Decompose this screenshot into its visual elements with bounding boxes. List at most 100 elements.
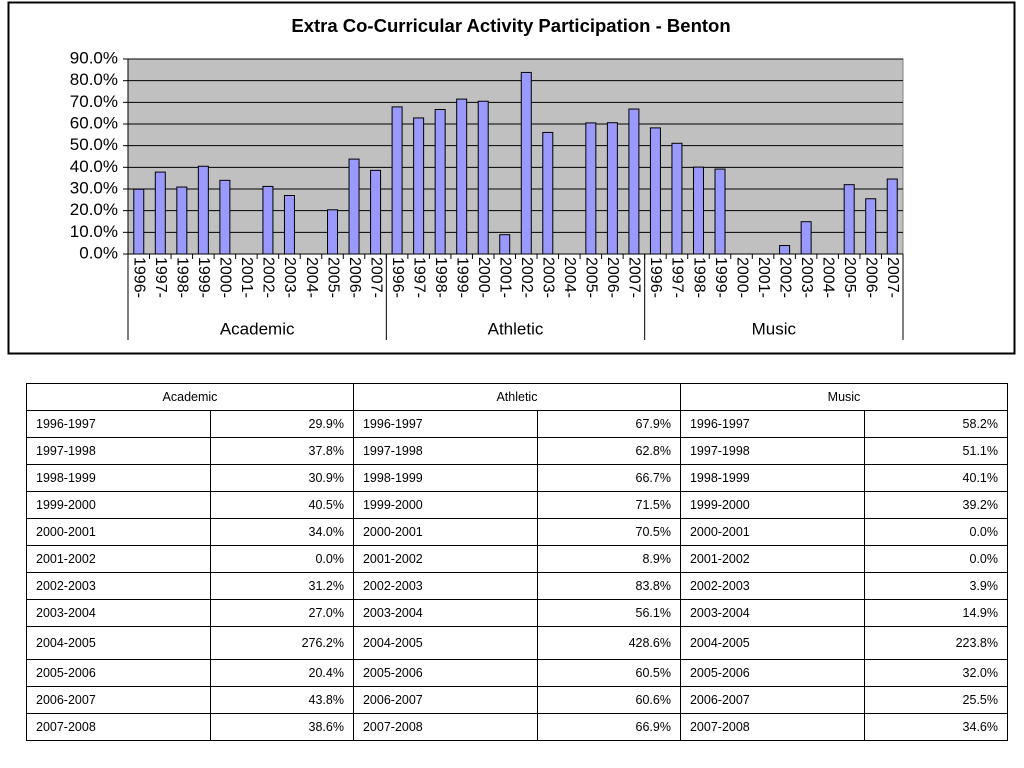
- table-cell: 276.2%: [209, 626, 354, 660]
- x-tick-label: 2003-: [798, 257, 815, 298]
- x-tick-label: 1997-: [410, 257, 427, 298]
- x-tick-label: 2004-: [819, 257, 836, 298]
- table-row: 2004-2005 276.2% 2004-2005 428.6% 2004-2005 2…: [26, 626, 1009, 660]
- table-cell: 2001-2002: [679, 545, 865, 573]
- table-cell: 2007-2008: [26, 713, 211, 741]
- y-tick-label: 10.0%: [70, 222, 118, 241]
- header-row: Academic Athletic Music: [26, 383, 1009, 411]
- table-cell: 2001-2002: [26, 545, 211, 573]
- table-row: 2000-2001 34.0% 2000-2001 70.5% 2000-2001 0.0…: [26, 518, 1009, 546]
- table-cell: 67.9%: [536, 410, 681, 438]
- table-cell: 2000-2001: [26, 518, 211, 546]
- table-cell: 34.0%: [209, 518, 354, 546]
- bar: [692, 166, 704, 255]
- table-cell: 39.2%: [863, 491, 1009, 519]
- table-cell: 34.6%: [863, 713, 1009, 741]
- table-cell: 2004-2005: [352, 626, 538, 660]
- table-cell: 70.5%: [536, 518, 681, 546]
- bar: [370, 169, 382, 255]
- table-cell: 2005-2006: [26, 659, 211, 687]
- table-cell: 1997-1998: [679, 437, 865, 465]
- table-cell: 83.8%: [536, 572, 681, 600]
- group-label: Academic: [220, 319, 295, 338]
- bar: [606, 122, 618, 255]
- table-cell: 40.5%: [209, 491, 354, 519]
- table-cell: 30.9%: [209, 464, 354, 492]
- table-cell: 2006-2007: [26, 686, 211, 714]
- table-row: 1998-1999 30.9% 1998-1999 66.7% 1998-1999 40.…: [26, 464, 1009, 492]
- x-tick-label: 2001-: [238, 257, 255, 298]
- bar: [520, 71, 532, 255]
- x-tick-label: 2004-: [303, 257, 320, 298]
- table-row: 2002-2003 31.2% 2002-2003 83.8% 2002-2003 3.9…: [26, 572, 1009, 600]
- table-cell: 37.8%: [209, 437, 354, 465]
- x-tick-label: 1996-: [389, 257, 406, 298]
- x-tick-label: 1998-: [174, 257, 191, 298]
- chart-title: Extra Co-Curricular Activity Participati…: [291, 15, 730, 36]
- table-cell: 66.7%: [536, 464, 681, 492]
- table-cell: 2006-2007: [679, 686, 865, 714]
- bar: [327, 209, 339, 255]
- bar: [800, 221, 812, 255]
- table-cell: 2005-2006: [679, 659, 865, 687]
- table-cell: 31.2%: [209, 572, 354, 600]
- x-tick-label: 2004-: [561, 257, 578, 298]
- table-cell: 1996-1997: [26, 410, 211, 438]
- table-cell: 1999-2000: [679, 491, 865, 519]
- bar: [499, 234, 511, 255]
- x-tick-label: 2006-: [604, 257, 621, 298]
- table-cell: 1997-1998: [352, 437, 538, 465]
- table-cell: 2003-2004: [352, 599, 538, 627]
- table-cell: 25.5%: [863, 686, 1009, 714]
- x-tick-label: 1997-: [152, 257, 169, 298]
- table-row: 2007-2008 38.6% 2007-2008 66.9% 2007-2008 34.…: [26, 713, 1009, 741]
- y-tick-label: 20.0%: [70, 200, 118, 219]
- x-tick-label: 1999-: [712, 257, 729, 298]
- bar: [779, 245, 791, 255]
- table-cell: 8.9%: [536, 545, 681, 573]
- bar: [262, 185, 274, 255]
- x-tick-label: 1998-: [432, 257, 449, 298]
- table-cell: 60.5%: [536, 659, 681, 687]
- bar: [348, 158, 360, 255]
- table-cell: 1997-1998: [26, 437, 211, 465]
- bar: [865, 198, 877, 255]
- table-row: 2005-2006 20.4% 2005-2006 60.5% 2005-2006 32.…: [26, 659, 1009, 687]
- table-cell: 1999-2000: [26, 491, 211, 519]
- bar: [176, 186, 188, 255]
- table-cell: 66.9%: [536, 713, 681, 741]
- x-tick-label: 2007-: [626, 257, 643, 298]
- x-tick-label: 1996-: [647, 257, 664, 298]
- bar: [456, 98, 468, 255]
- x-tick-label: 2005-: [324, 257, 341, 298]
- y-tick-label: 70.0%: [70, 92, 118, 111]
- table-cell: 62.8%: [536, 437, 681, 465]
- table-cell: 14.9%: [863, 599, 1009, 627]
- table-cell: 1999-2000: [352, 491, 538, 519]
- bar: [628, 108, 640, 255]
- table-cell: 2004-2005: [679, 626, 865, 660]
- y-tick-label: 40.0%: [70, 157, 118, 176]
- table-cell: 2007-2008: [679, 713, 865, 741]
- x-tick-label: 2005-: [841, 257, 858, 298]
- table-row: 2001-2002 0.0% 2001-2002 8.9% 2001-2002 0.0%: [26, 545, 1009, 573]
- table-cell: 0.0%: [863, 518, 1009, 546]
- table-cell: 223.8%: [863, 626, 1009, 660]
- bar: [649, 127, 661, 255]
- table-cell: 2006-2007: [352, 686, 538, 714]
- x-tick-label: 2005-: [583, 257, 600, 298]
- bar: [283, 195, 295, 255]
- y-tick-label: 80.0%: [70, 70, 118, 89]
- table-cell: 1996-1997: [679, 410, 865, 438]
- x-tick-label: 1999-: [195, 257, 212, 298]
- table-cell: 40.1%: [863, 464, 1009, 492]
- x-tick-label: 2002-: [776, 257, 793, 298]
- table-cell: 2003-2004: [679, 599, 865, 627]
- group-label: Music: [752, 319, 797, 338]
- table-row: 2003-2004 27.0% 2003-2004 56.1% 2003-2004 14.…: [26, 599, 1009, 627]
- y-tick-label: 90.0%: [70, 48, 118, 67]
- table-cell: 2002-2003: [352, 572, 538, 600]
- table-cell: Academic: [26, 383, 354, 411]
- group-label: Athletic: [488, 319, 544, 338]
